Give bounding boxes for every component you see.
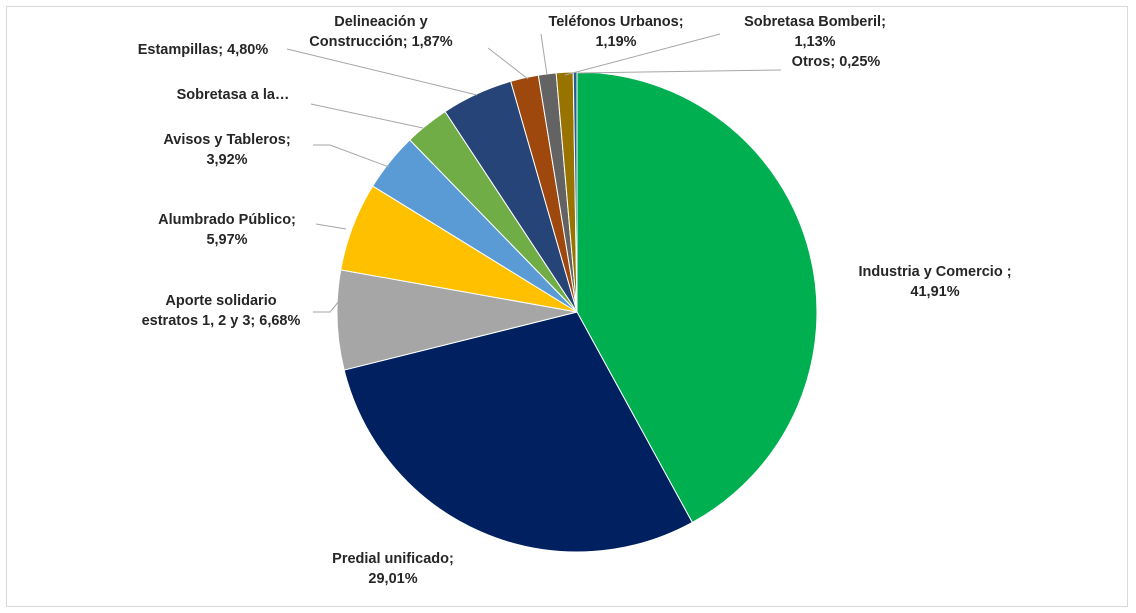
- slice-label-line: Avisos y Tableros;: [163, 132, 290, 148]
- leader-line-9: [540, 33, 548, 76]
- slice-label-line: 1,13%: [794, 34, 835, 50]
- slice-label-7: Estampillas; 4,80%: [138, 42, 269, 58]
- pie-slice-2: [343, 311, 693, 553]
- leader-line-8: [487, 47, 529, 80]
- slice-label-10: Sobretasa Bomberil; 1,13%: [744, 14, 886, 50]
- leader-line-6: [310, 103, 424, 129]
- slice-label-line: Sobretasa a la…: [177, 87, 290, 103]
- slice-label-1: Industria y Comercio ; 41,91%: [858, 264, 1011, 300]
- leader-line-3: [313, 299, 341, 313]
- leader-line-5: [313, 144, 390, 168]
- leader-line-10: [564, 33, 721, 76]
- slice-label-6: Sobretasa a la…: [177, 87, 290, 103]
- slice-label-line: Industria y Comercio ;: [858, 264, 1011, 280]
- leader-line-7: [286, 48, 478, 96]
- pie-slice-1: [576, 71, 818, 524]
- slice-label-line: Aporte solidario: [165, 293, 276, 309]
- slice-label-2: Predial unificado; 29,01%: [332, 551, 454, 587]
- slice-label-line: Teléfonos Urbanos;: [548, 14, 683, 30]
- slice-label-line: 3,92%: [206, 152, 247, 168]
- slice-label-line: 1,19%: [595, 34, 636, 50]
- slice-label-line: Estampillas; 4,80%: [138, 42, 269, 58]
- leader-line-4: [315, 223, 347, 230]
- slice-label-line: 5,97%: [206, 232, 247, 248]
- slice-label-line: estratos 1, 2 y 3; 6,68%: [142, 313, 301, 329]
- slice-label-8: Delineación y Construcción; 1,87%: [309, 14, 453, 50]
- slice-label-line: Predial unificado;: [332, 551, 454, 567]
- slice-label-3: Aporte solidario estratos 1, 2 y 3; 6,68%: [142, 293, 301, 329]
- slice-label-9: Teléfonos Urbanos; 1,19%: [548, 14, 683, 50]
- slice-label-line: Otros; 0,25%: [792, 54, 881, 70]
- slice-label-line: Sobretasa Bomberil;: [744, 14, 886, 30]
- slice-label-line: 41,91%: [910, 284, 959, 300]
- slice-label-line: Alumbrado Público;: [158, 212, 296, 228]
- slice-label-5: Avisos y Tableros; 3,92%: [163, 132, 290, 168]
- slice-label-line: Construcción; 1,87%: [309, 34, 453, 50]
- slice-label-line: Delineación y: [334, 14, 427, 30]
- leader-line-11: [577, 69, 782, 74]
- slice-label-11: Otros; 0,25%: [792, 54, 881, 70]
- slice-label-4: Alumbrado Público; 5,97%: [158, 212, 296, 248]
- slice-label-line: 29,01%: [368, 571, 417, 587]
